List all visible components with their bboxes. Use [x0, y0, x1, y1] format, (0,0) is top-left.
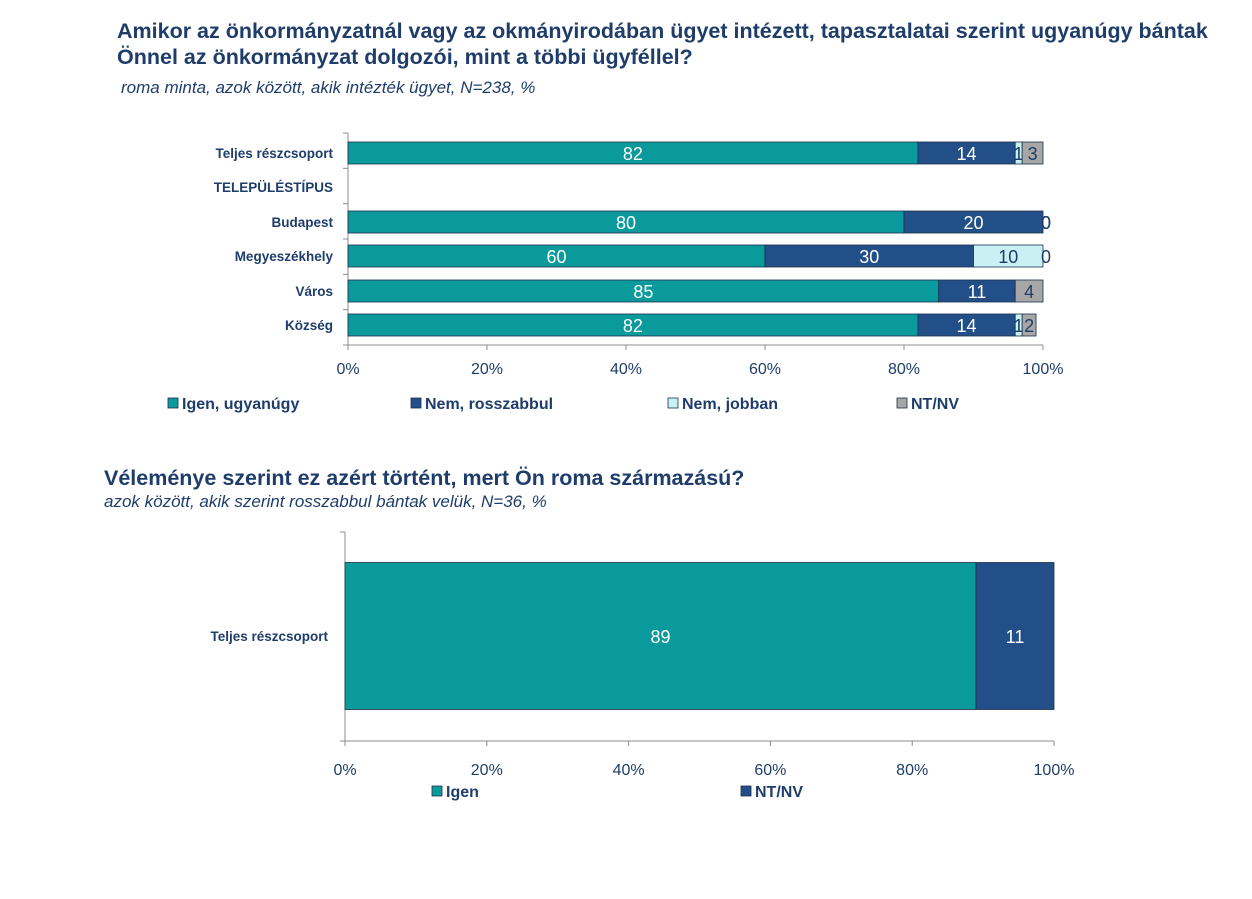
- chart1-data-label-megyeszekhely-nem-rosszabbul: 30: [859, 247, 879, 267]
- chart1-bar-budapest-nem-rosszabbul: [903, 210, 1044, 234]
- chart1-x-tick-label: 0%: [336, 361, 359, 378]
- chart2-legend-label-igen: Igen: [446, 784, 479, 801]
- chart1-data-label-teljes-reszcsoport-nem-rosszabbul: 14: [957, 144, 977, 164]
- chart1-category-label-kozseg: Község: [285, 318, 333, 333]
- chart1-data-label-varos-igen-ugyanugy: 85: [633, 282, 653, 302]
- chart1-x-tick-label: 20%: [471, 361, 503, 378]
- chart2-x-tick-label: 20%: [471, 762, 503, 779]
- chart1-data-label-kozseg-nem-jobban: 1: [1014, 316, 1024, 336]
- chart1-data-label-varos-nt-nv: 4: [1024, 282, 1034, 302]
- chart2-title: Véleménye szerint ez azért történt, mert…: [104, 466, 745, 490]
- chart1-data-label-budapest-nem-jobban: 0: [1041, 213, 1051, 233]
- chart2-x-tick-label: 100%: [1034, 762, 1075, 779]
- chart1-legend-swatch-igen-ugyanugy: [167, 397, 179, 409]
- chart1-legend-swatch-nt-nv: [896, 397, 908, 409]
- chart1-x-tick-label: 100%: [1023, 361, 1064, 378]
- chart1-category-label-telepulestipus: TELEPÜLÉSTÍPUS: [214, 180, 333, 195]
- chart1-x-tick-label: 40%: [610, 361, 642, 378]
- chart2-legend-label-nt-nv: NT/NV: [755, 784, 803, 801]
- chart1-data-label-teljes-reszcsoport-igen-ugyanugy: 82: [623, 144, 643, 164]
- chart1-legend-label-igen-ugyanugy: Igen, ugyanúgy: [182, 396, 299, 413]
- chart1-data-label-budapest-nt-nv: 0: [1041, 213, 1051, 233]
- chart1-data-label-megyeszekhely-nem-jobban: 10: [998, 247, 1018, 267]
- chart1-legend-label-nem-rosszabbul: Nem, rosszabbul: [425, 396, 553, 413]
- chart1-data-label-kozseg-igen-ugyanugy: 82: [623, 316, 643, 336]
- chart1-bar-teljes-reszcsoport-nt-nv: [1021, 141, 1044, 165]
- chart2-legend-swatch-nt-nv: [740, 785, 752, 797]
- chart2-bar-teljes-reszcsoport-nt-nv: [975, 562, 1055, 710]
- chart1-data-label-teljes-reszcsoport-nt-nv: 3: [1028, 144, 1038, 164]
- chart1-category-label-budapest: Budapest: [271, 215, 333, 230]
- chart2-data-label-teljes-reszcsoport-igen: 89: [650, 627, 670, 647]
- chart1-x-tick-label: 80%: [888, 361, 920, 378]
- chart1-category-label-megyeszekhely: Megyeszékhely: [235, 249, 334, 264]
- chart1-data-label-kozseg-nem-rosszabbul: 14: [957, 316, 977, 336]
- chart1-data-label-budapest-nem-rosszabbul: 20: [963, 213, 983, 233]
- chart1-bar-kozseg-nt-nv: [1021, 313, 1037, 337]
- chart1-data-label-megyeszekhely-igen-ugyanugy: 60: [546, 247, 566, 267]
- chart2-category-label-teljes-reszcsoport: Teljes részcsoport: [210, 629, 328, 644]
- chart1-legend-swatch-nem-rosszabbul: [410, 397, 422, 409]
- chart1-title: Amikor az önkormányzatnál vagy az okmány…: [117, 19, 1208, 69]
- chart1-legend-label-nt-nv: NT/NV: [911, 396, 959, 413]
- chart2-x-tick-label: 0%: [333, 762, 356, 779]
- chart1-bar-megyeszekhely-nem-jobban: [973, 244, 1044, 268]
- chart2-legend-swatch-igen: [431, 785, 443, 797]
- chart2-bar-teljes-reszcsoport-igen: [344, 562, 977, 710]
- chart1-x-tick-label: 60%: [749, 361, 781, 378]
- chart1-data-label-teljes-reszcsoport-nem-jobban: 1: [1014, 144, 1024, 164]
- chart1-data-label-kozseg-nt-nv: 2: [1024, 316, 1034, 336]
- chart2-x-tick-label: 60%: [754, 762, 786, 779]
- chart1-data-label-megyeszekhely-nt-nv: 0: [1041, 247, 1051, 267]
- chart1-category-label-varos: Város: [295, 284, 333, 299]
- chart1-data-label-budapest-igen-ugyanugy: 80: [616, 213, 636, 233]
- chart1-legend-swatch-nem-jobban: [667, 397, 679, 409]
- chart2-x-tick-label: 40%: [613, 762, 645, 779]
- chart1-data-label-varos-nem-rosszabbul: 11: [968, 282, 987, 302]
- chart1-subtitle: roma minta, azok között, akik intézték ü…: [121, 78, 536, 97]
- chart1-category-label-teljes-reszcsoport: Teljes részcsoport: [215, 146, 333, 161]
- chart2-x-tick-label: 80%: [896, 762, 928, 779]
- chart2-subtitle: azok között, akik szerint rosszabbul bán…: [104, 492, 547, 511]
- chart1-legend-label-nem-jobban: Nem, jobban: [682, 396, 778, 413]
- chart1-bar-varos-nt-nv: [1014, 279, 1044, 303]
- chart2-data-label-teljes-reszcsoport-nt-nv: 11: [1006, 627, 1025, 647]
